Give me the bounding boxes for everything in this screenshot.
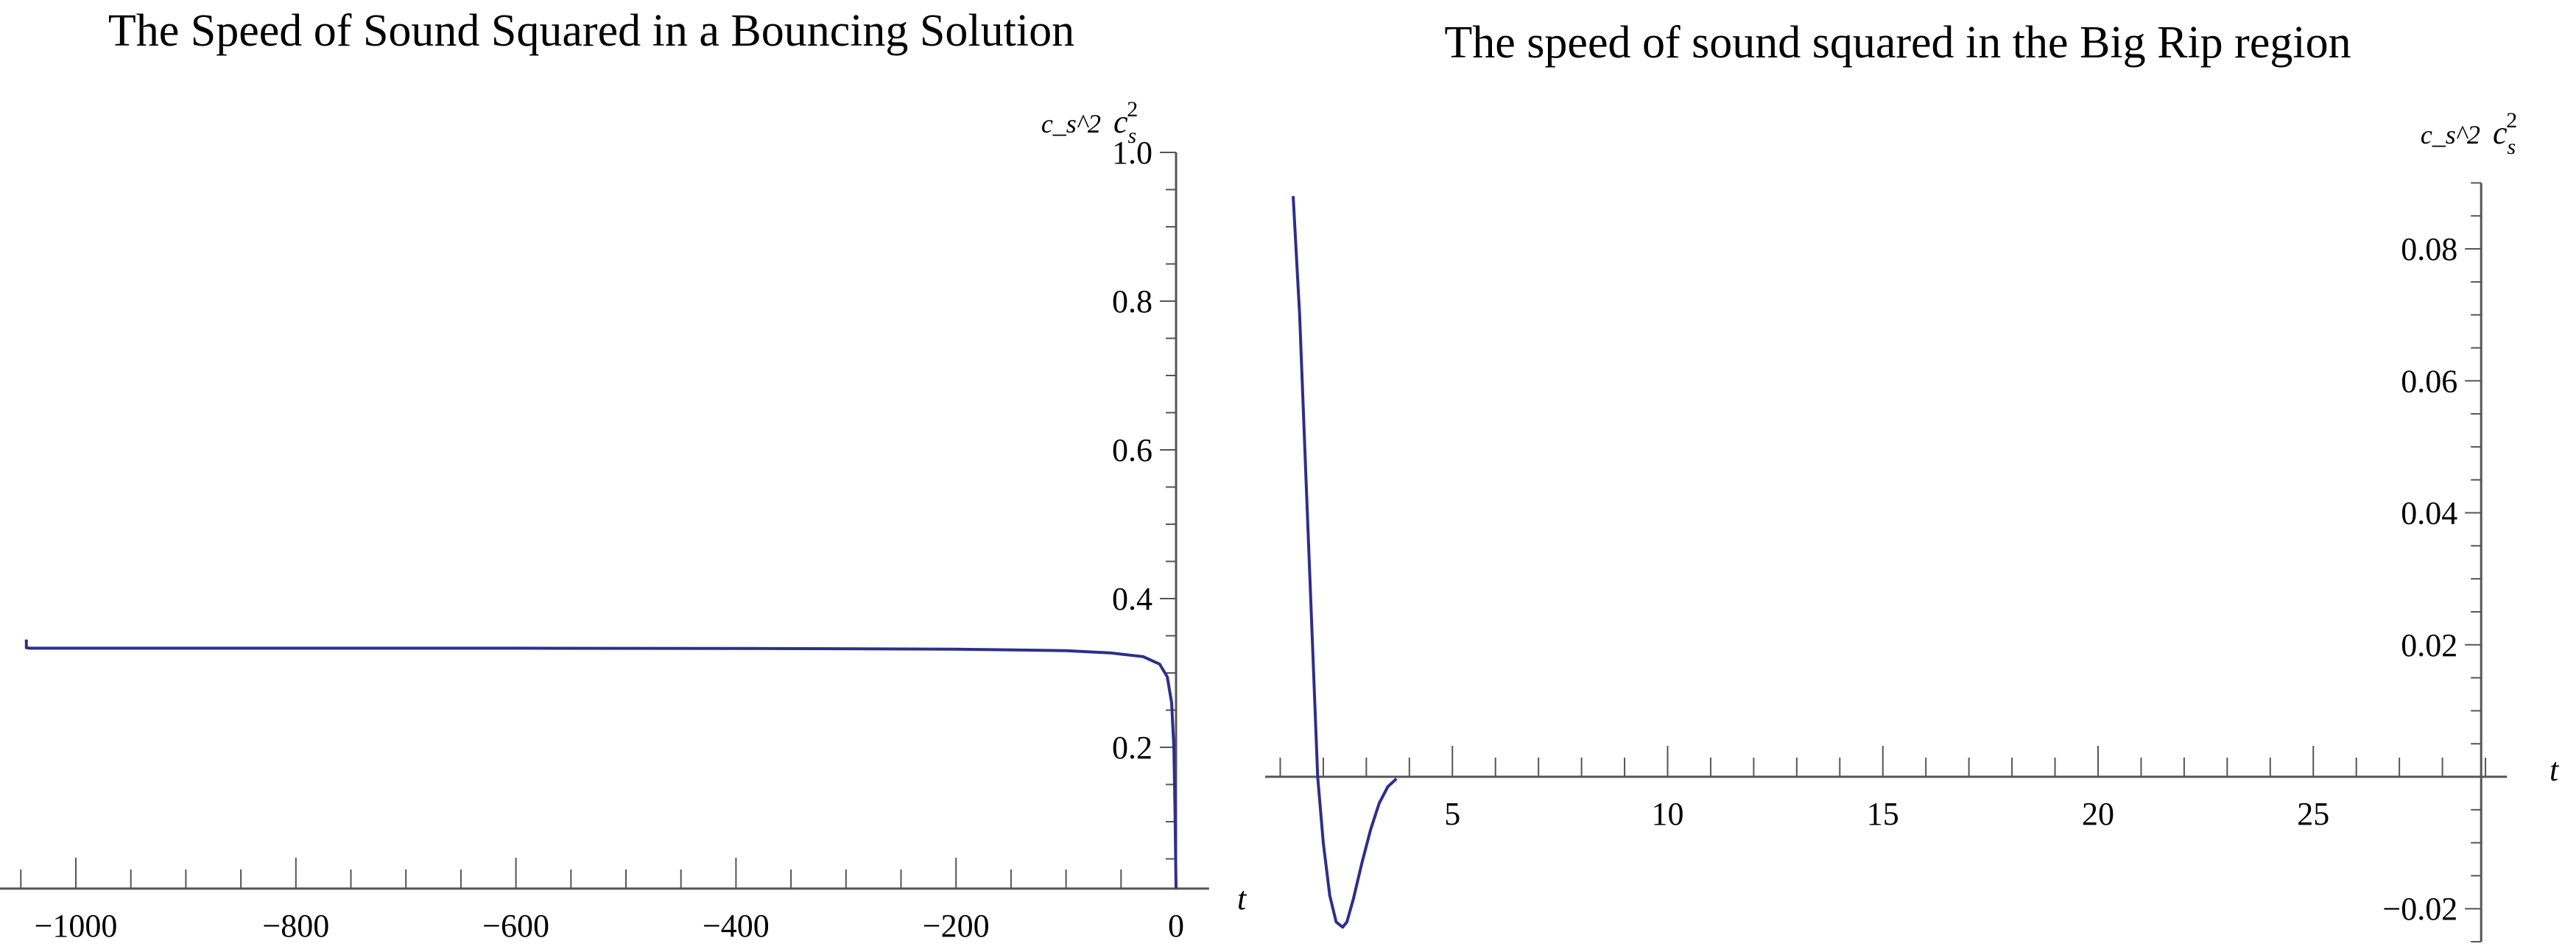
- y-tick-label: 0.08: [2401, 231, 2457, 267]
- y-axis-label: cs2: [2493, 108, 2517, 159]
- x-axis-label: t: [1237, 881, 1247, 917]
- y-tick-label: 0.02: [2401, 627, 2457, 663]
- y-axis-label-sup: 2: [1127, 97, 1138, 121]
- x-tick-label: −600: [482, 908, 549, 944]
- x-tick-label: 20: [2082, 796, 2114, 832]
- y-axis-label-sub: s: [2508, 135, 2516, 159]
- data-series-line: [1292, 196, 1398, 929]
- y-tick-label: 0.2: [1112, 730, 1152, 766]
- y-axis-label-text: c_s^2: [1041, 109, 1101, 138]
- chart-title: The Speed of Sound Squared in a Bouncing…: [108, 6, 1074, 56]
- y-axis-label: cs 2: [1113, 97, 1138, 148]
- y-tick-label: 0.06: [2401, 363, 2457, 399]
- x-tick-label: −1000: [35, 908, 118, 944]
- y-tick-label: 1.0: [1112, 135, 1152, 171]
- x-tick-label: 25: [2297, 796, 2329, 832]
- y-axis-label-base: c: [2493, 115, 2508, 151]
- x-tick-label: 10: [1652, 796, 1684, 832]
- chart-title: The speed of sound squared in the Big Ri…: [1444, 18, 2351, 68]
- data-series-line: [24, 639, 1178, 889]
- big-rip-chart: The speed of sound squared in the Big Ri…: [1264, 18, 2560, 943]
- y-tick-label: 0.8: [1112, 283, 1152, 320]
- x-tick-label: 0: [1168, 908, 1184, 944]
- y-tick-label: 0.6: [1112, 432, 1152, 468]
- y-axis-label-sub: s: [1128, 124, 1137, 148]
- x-tick-label: −200: [923, 908, 990, 944]
- y-tick-label: −0.02: [2382, 891, 2457, 927]
- bouncing-solution-chart: The Speed of Sound Squared in a Bouncing…: [0, 6, 1247, 944]
- x-tick-label: −800: [262, 908, 329, 944]
- y-tick-label: 0.4: [1112, 581, 1152, 617]
- y-axis-label-sup: 2: [2506, 108, 2517, 133]
- y-axis-label-text: c_s^2: [2421, 120, 2480, 149]
- x-axis-label: t: [2549, 752, 2560, 788]
- x-tick-label: −400: [703, 908, 770, 944]
- x-tick-label: 15: [1867, 796, 1899, 832]
- y-tick-label: 0.04: [2401, 496, 2457, 532]
- x-tick-label: 5: [1444, 796, 1460, 832]
- y-axis-label-base: c: [1113, 104, 1128, 140]
